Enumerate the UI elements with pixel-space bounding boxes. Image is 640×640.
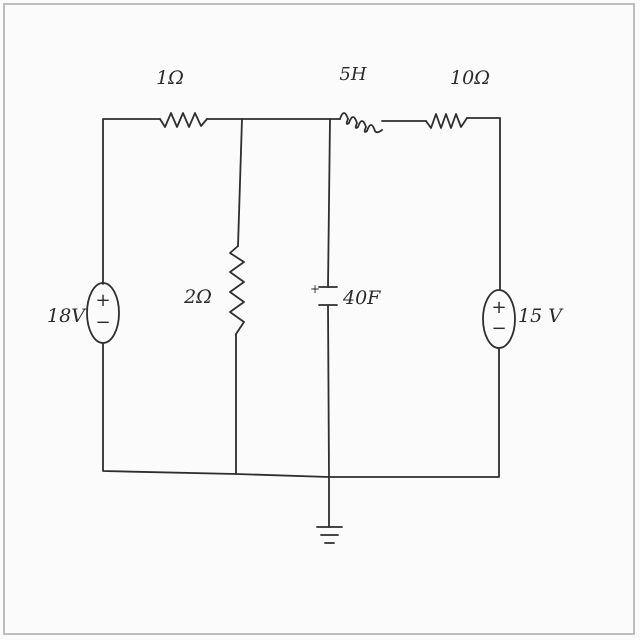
- resistor-1ohm: [159, 112, 208, 128]
- wire-left-top: [102, 118, 161, 285]
- resistor-2ohm: [229, 245, 245, 335]
- wire-cap-top: [327, 118, 331, 288]
- source-left-plus: +: [95, 290, 110, 311]
- resistor-10ohm: [425, 113, 468, 129]
- sheet-border: [3, 3, 635, 635]
- wire-r2-top: [237, 118, 243, 247]
- label-r3: 10Ω: [450, 67, 490, 89]
- label-capacitor: 40F: [342, 287, 381, 309]
- ground-icon: [316, 526, 343, 544]
- label-inductor: 5H: [339, 64, 366, 85]
- label-r1: 1Ω: [156, 67, 184, 89]
- capacitor-plus-sign: +: [310, 282, 320, 296]
- wire-bottom-rail: [102, 343, 500, 478]
- label-source-right: 15 V: [518, 305, 564, 327]
- label-r2: 2Ω: [183, 286, 212, 308]
- source-right-plus: +: [491, 297, 506, 318]
- wire-right-top: [466, 117, 501, 291]
- wire-cap-bottom: [327, 305, 330, 478]
- inductor-5h: [339, 112, 383, 134]
- source-left-minus: −: [95, 312, 110, 333]
- source-right-minus: −: [491, 318, 506, 339]
- voltage-source-right: [482, 289, 516, 349]
- voltage-source-left: [86, 282, 120, 344]
- label-source-left: 18V: [47, 305, 87, 327]
